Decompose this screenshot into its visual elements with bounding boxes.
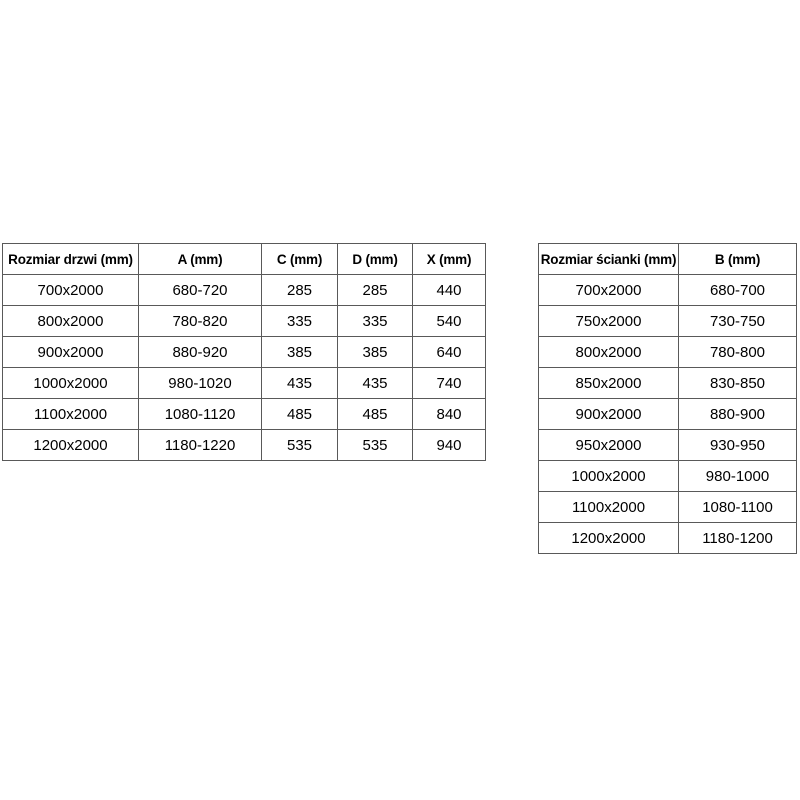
- table-cell: 750x2000: [538, 305, 679, 337]
- wall-size-table: Rozmiar ścianki (mm) B (mm) 700x2000 680…: [538, 243, 797, 554]
- table-cell: 680-720: [138, 274, 262, 306]
- table-cell: 830-850: [678, 367, 797, 399]
- table-cell: 840: [412, 398, 486, 430]
- table-cell: 1200x2000: [2, 429, 139, 461]
- door-table-header-row: Rozmiar drzwi (mm) A (mm) C (mm) D (mm) …: [2, 243, 486, 275]
- table-row: 800x2000 780-820 335 335 540: [2, 305, 486, 337]
- wall-table-header-row: Rozmiar ścianki (mm) B (mm): [538, 243, 797, 275]
- table-row: 700x2000 680-700: [538, 274, 797, 306]
- door-size-table: Rozmiar drzwi (mm) A (mm) C (mm) D (mm) …: [2, 243, 486, 461]
- table-cell: 850x2000: [538, 367, 679, 399]
- table-cell: 485: [261, 398, 338, 430]
- table-cell: 980-1000: [678, 460, 797, 492]
- table-cell: 535: [261, 429, 338, 461]
- table-row: 1200x2000 1180-1220 535 535 940: [2, 429, 486, 461]
- table-cell: 1000x2000: [2, 367, 139, 399]
- table-cell: 780-820: [138, 305, 262, 337]
- table-cell: 1000x2000: [538, 460, 679, 492]
- table-cell: 335: [337, 305, 413, 337]
- table-cell: 880-920: [138, 336, 262, 368]
- table-cell: 385: [261, 336, 338, 368]
- door-table-header-d: D (mm): [337, 243, 413, 275]
- table-cell: 740: [412, 367, 486, 399]
- table-cell: 1100x2000: [538, 491, 679, 523]
- table-row: 1100x2000 1080-1120 485 485 840: [2, 398, 486, 430]
- table-cell: 780-800: [678, 336, 797, 368]
- table-row: 800x2000 780-800: [538, 336, 797, 368]
- table-cell: 930-950: [678, 429, 797, 461]
- door-table-header-c: C (mm): [261, 243, 338, 275]
- table-row: 1000x2000 980-1020 435 435 740: [2, 367, 486, 399]
- table-cell: 940: [412, 429, 486, 461]
- table-cell: 1080-1120: [138, 398, 262, 430]
- door-table-header-a: A (mm): [138, 243, 262, 275]
- table-cell: 980-1020: [138, 367, 262, 399]
- table-cell: 335: [261, 305, 338, 337]
- table-cell: 535: [337, 429, 413, 461]
- table-cell: 1200x2000: [538, 522, 679, 554]
- table-row: 850x2000 830-850: [538, 367, 797, 399]
- wall-table-header-b: B (mm): [678, 243, 797, 275]
- table-cell: 800x2000: [538, 336, 679, 368]
- door-table-header-x: X (mm): [412, 243, 486, 275]
- table-cell: 1180-1220: [138, 429, 262, 461]
- table-cell: 285: [337, 274, 413, 306]
- wall-table-header-size: Rozmiar ścianki (mm): [538, 243, 679, 275]
- table-cell: 385: [337, 336, 413, 368]
- table-cell: 730-750: [678, 305, 797, 337]
- door-table-header-size: Rozmiar drzwi (mm): [2, 243, 139, 275]
- table-row: 1100x2000 1080-1100: [538, 491, 797, 523]
- table-cell: 880-900: [678, 398, 797, 430]
- table-row: 950x2000 930-950: [538, 429, 797, 461]
- table-cell: 440: [412, 274, 486, 306]
- table-cell: 800x2000: [2, 305, 139, 337]
- table-cell: 900x2000: [2, 336, 139, 368]
- table-row: 900x2000 880-920 385 385 640: [2, 336, 486, 368]
- table-cell: 1180-1200: [678, 522, 797, 554]
- table-cell: 1100x2000: [2, 398, 139, 430]
- table-cell: 700x2000: [2, 274, 139, 306]
- table-cell: 950x2000: [538, 429, 679, 461]
- table-row: 1000x2000 980-1000: [538, 460, 797, 492]
- table-cell: 1080-1100: [678, 491, 797, 523]
- table-cell: 285: [261, 274, 338, 306]
- table-row: 750x2000 730-750: [538, 305, 797, 337]
- table-cell: 435: [261, 367, 338, 399]
- table-cell: 640: [412, 336, 486, 368]
- table-cell: 700x2000: [538, 274, 679, 306]
- table-cell: 435: [337, 367, 413, 399]
- table-row: 1200x2000 1180-1200: [538, 522, 797, 554]
- table-cell: 485: [337, 398, 413, 430]
- table-cell: 680-700: [678, 274, 797, 306]
- table-cell: 900x2000: [538, 398, 679, 430]
- table-cell: 540: [412, 305, 486, 337]
- table-row: 900x2000 880-900: [538, 398, 797, 430]
- table-row: 700x2000 680-720 285 285 440: [2, 274, 486, 306]
